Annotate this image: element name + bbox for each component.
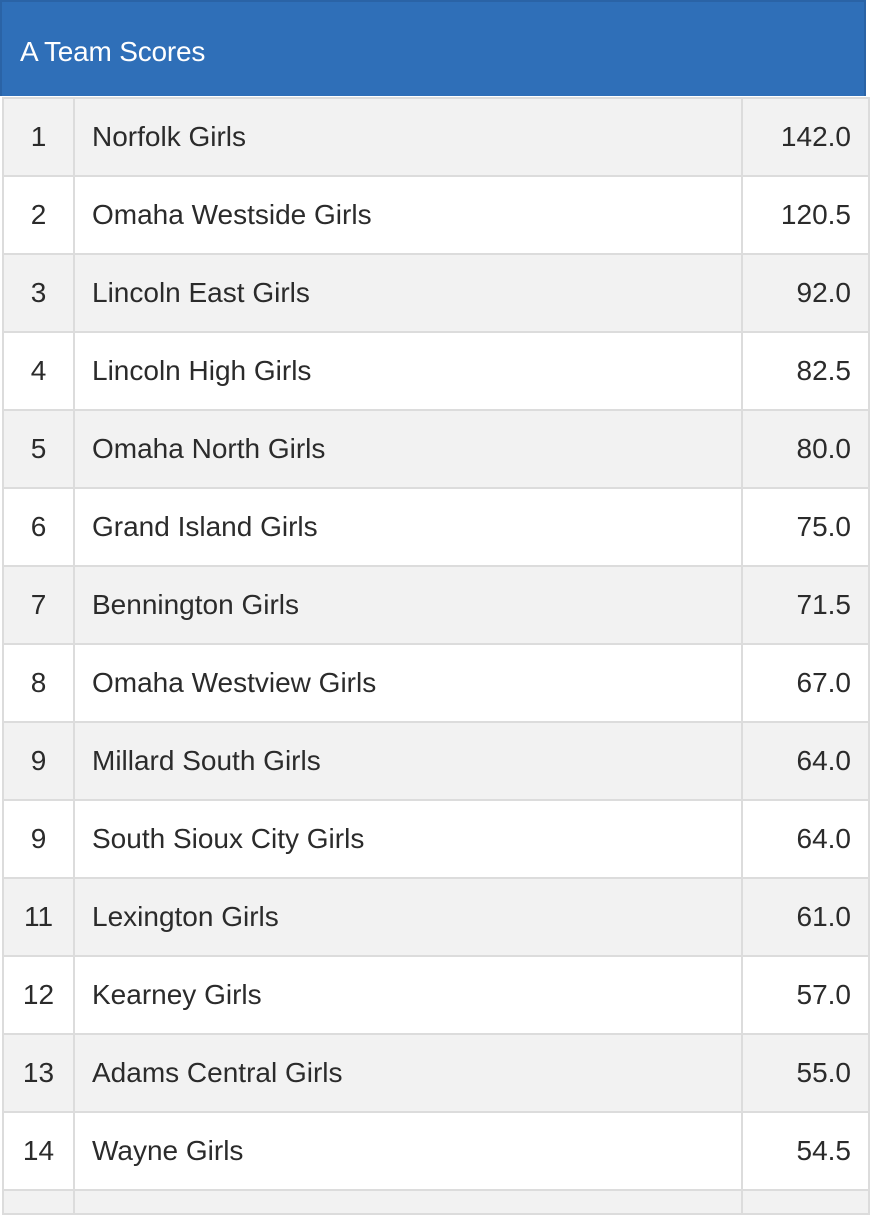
table-row[interactable]: 8 Omaha Westview Girls 67.0 bbox=[2, 643, 870, 723]
table-row[interactable]: 3 Lincoln East Girls 92.0 bbox=[2, 253, 870, 333]
rank-cell: 5 bbox=[2, 409, 75, 489]
team-name-cell: Omaha Westside Girls bbox=[73, 175, 743, 255]
team-name-cell: Wayne Girls bbox=[73, 1111, 743, 1191]
rank-cell: 14 bbox=[2, 1111, 75, 1191]
rank-cell: 6 bbox=[2, 487, 75, 567]
score-cell: 55.0 bbox=[741, 1033, 870, 1113]
team-scores-table: 1 Norfolk Girls 142.0 2 Omaha Westside G… bbox=[2, 97, 870, 1215]
rank-cell: 11 bbox=[2, 877, 75, 957]
score-cell: 67.0 bbox=[741, 643, 870, 723]
rank-cell: 3 bbox=[2, 253, 75, 333]
rank-cell: 12 bbox=[2, 955, 75, 1035]
rank-cell: 2 bbox=[2, 175, 75, 255]
score-cell: 64.0 bbox=[741, 721, 870, 801]
rank-cell: 8 bbox=[2, 643, 75, 723]
table-row-partial[interactable] bbox=[2, 1189, 870, 1215]
score-cell: 71.5 bbox=[741, 565, 870, 645]
team-name-cell: Omaha Westview Girls bbox=[73, 643, 743, 723]
table-row[interactable]: 2 Omaha Westside Girls 120.5 bbox=[2, 175, 870, 255]
team-name-cell: Kearney Girls bbox=[73, 955, 743, 1035]
table-row[interactable]: 1 Norfolk Girls 142.0 bbox=[2, 97, 870, 177]
team-name-cell: Omaha North Girls bbox=[73, 409, 743, 489]
score-cell: 92.0 bbox=[741, 253, 870, 333]
team-name-cell: South Sioux City Girls bbox=[73, 799, 743, 879]
score-cell: 120.5 bbox=[741, 175, 870, 255]
team-scores-body: 1 Norfolk Girls 142.0 2 Omaha Westside G… bbox=[2, 97, 870, 1215]
rank-cell: 4 bbox=[2, 331, 75, 411]
rank-cell: 9 bbox=[2, 799, 75, 879]
rank-cell bbox=[2, 1189, 75, 1215]
team-name-cell: Lexington Girls bbox=[73, 877, 743, 957]
score-cell: 57.0 bbox=[741, 955, 870, 1035]
score-cell: 61.0 bbox=[741, 877, 870, 957]
table-row[interactable]: 11 Lexington Girls 61.0 bbox=[2, 877, 870, 957]
rank-cell: 7 bbox=[2, 565, 75, 645]
table-row[interactable]: 13 Adams Central Girls 55.0 bbox=[2, 1033, 870, 1113]
table-row[interactable]: 7 Bennington Girls 71.5 bbox=[2, 565, 870, 645]
team-name-cell: Lincoln East Girls bbox=[73, 253, 743, 333]
table-row[interactable]: 14 Wayne Girls 54.5 bbox=[2, 1111, 870, 1191]
panel-header: A Team Scores bbox=[0, 0, 866, 96]
table-row[interactable]: 4 Lincoln High Girls 82.5 bbox=[2, 331, 870, 411]
team-name-cell bbox=[73, 1189, 743, 1215]
rank-cell: 13 bbox=[2, 1033, 75, 1113]
team-name-cell: Adams Central Girls bbox=[73, 1033, 743, 1113]
score-cell: 80.0 bbox=[741, 409, 870, 489]
table-row[interactable]: 9 South Sioux City Girls 64.0 bbox=[2, 799, 870, 879]
score-cell: 82.5 bbox=[741, 331, 870, 411]
table-row[interactable]: 9 Millard South Girls 64.0 bbox=[2, 721, 870, 801]
score-cell: 64.0 bbox=[741, 799, 870, 879]
score-cell: 75.0 bbox=[741, 487, 870, 567]
table-row[interactable]: 6 Grand Island Girls 75.0 bbox=[2, 487, 870, 567]
rank-cell: 9 bbox=[2, 721, 75, 801]
panel-title: A Team Scores bbox=[20, 36, 206, 67]
table-row[interactable]: 12 Kearney Girls 57.0 bbox=[2, 955, 870, 1035]
team-name-cell: Grand Island Girls bbox=[73, 487, 743, 567]
team-name-cell: Bennington Girls bbox=[73, 565, 743, 645]
score-cell bbox=[741, 1189, 870, 1215]
rank-cell: 1 bbox=[2, 97, 75, 177]
score-cell: 54.5 bbox=[741, 1111, 870, 1191]
team-name-cell: Lincoln High Girls bbox=[73, 331, 743, 411]
table-row[interactable]: 5 Omaha North Girls 80.0 bbox=[2, 409, 870, 489]
team-name-cell: Norfolk Girls bbox=[73, 97, 743, 177]
score-cell: 142.0 bbox=[741, 97, 870, 177]
team-name-cell: Millard South Girls bbox=[73, 721, 743, 801]
